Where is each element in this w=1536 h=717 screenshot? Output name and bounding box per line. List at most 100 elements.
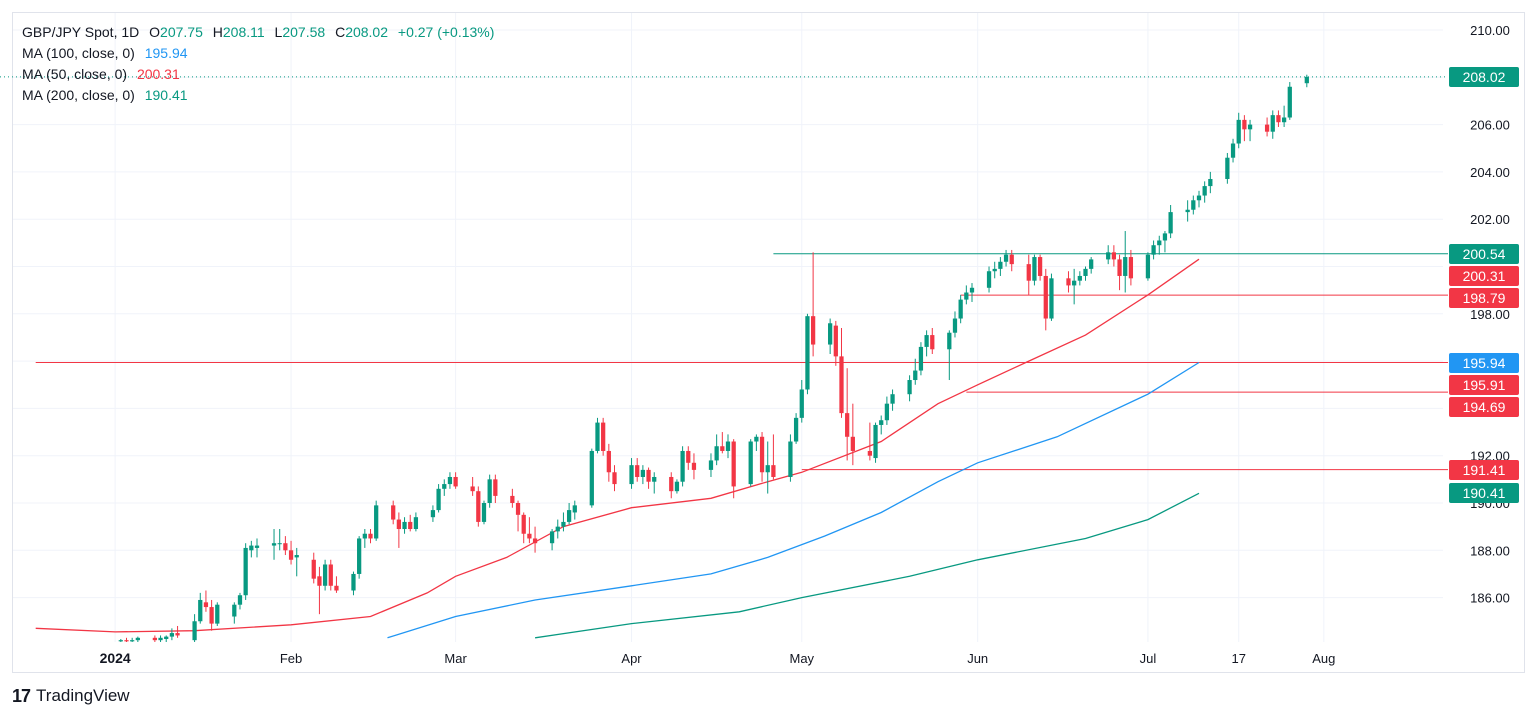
candle: [1157, 235, 1162, 255]
candle: [169, 628, 175, 641]
candle-body: [198, 599, 203, 622]
ma200-row[interactable]: MA (200, close, 0) 190.41: [22, 85, 494, 106]
candle-body: [1145, 254, 1151, 279]
candle-body: [447, 476, 453, 485]
candle-body: [1089, 259, 1094, 269]
candle: [203, 590, 209, 612]
candle: [549, 529, 555, 551]
candle: [374, 500, 379, 541]
candle: [986, 266, 992, 293]
candle-body: [237, 595, 243, 605]
candle: [532, 526, 538, 553]
y-tick-label: 198.00: [1470, 307, 1510, 322]
candle: [691, 453, 697, 480]
candle: [277, 529, 282, 551]
price-tag: 194.69: [1449, 397, 1519, 417]
candle-body: [748, 441, 753, 485]
candle-body: [164, 636, 169, 639]
candle-body: [867, 450, 872, 456]
candle-body: [271, 543, 277, 546]
ma50-value: 200.31: [136, 66, 180, 82]
ma-line: [387, 361, 1200, 639]
x-tick-label: Aug: [1312, 651, 1335, 666]
candle: [640, 465, 646, 485]
candle: [731, 439, 736, 499]
candle-body: [476, 491, 481, 522]
candle-body: [1083, 268, 1088, 276]
candle: [799, 380, 804, 423]
candle-body: [1202, 186, 1207, 196]
candle: [969, 283, 975, 302]
candle: [833, 320, 838, 366]
candle: [1117, 254, 1122, 291]
candle: [788, 434, 793, 482]
candle-body: [884, 403, 890, 421]
candle-body: [1043, 275, 1048, 319]
time-axis[interactable]: 2024 Feb Mar Apr May Jun Jul 17 Aug: [100, 650, 1336, 666]
candle-body: [606, 450, 611, 473]
grid: [13, 13, 1443, 642]
ma50-row[interactable]: MA (50, close, 0) 200.31: [22, 64, 494, 85]
candle-body: [879, 420, 884, 425]
candle: [635, 458, 640, 482]
candle: [515, 500, 521, 532]
candle: [930, 327, 935, 355]
candle: [1123, 231, 1128, 293]
candle-body: [175, 633, 180, 636]
x-tick-label: 2024: [100, 650, 131, 666]
ma100-label: MA (100, close, 0): [22, 45, 135, 61]
x-tick-label: Apr: [621, 651, 642, 666]
candle-body: [1264, 124, 1270, 132]
candle-body: [720, 446, 725, 451]
candle: [629, 458, 634, 489]
candle-body: [652, 476, 657, 482]
candle-body: [1032, 257, 1037, 281]
candle-body: [845, 413, 850, 437]
candle-body: [793, 417, 799, 442]
candle-body: [731, 441, 736, 487]
ohlc-row: GBP/JPY Spot, 1D O207.75 H208.11 L207.58…: [22, 22, 494, 43]
candle-body: [771, 465, 776, 477]
price-axis[interactable]: 186.00188.00190.00192.00198.00202.00204.…: [1470, 23, 1510, 606]
candle-body: [1077, 275, 1082, 281]
candle-body: [158, 637, 163, 641]
price-tag: 190.41: [1449, 483, 1519, 503]
high-value: 208.11: [222, 24, 265, 40]
candle-body: [311, 559, 316, 579]
tradingview-logo[interactable]: 17 TradingView: [12, 685, 130, 707]
candle: [765, 441, 770, 494]
candle: [124, 637, 129, 642]
candle: [850, 403, 855, 466]
x-tick-label: Mar: [444, 651, 467, 666]
candle-body: [430, 510, 436, 518]
candle: [243, 543, 248, 600]
candle: [1072, 268, 1077, 305]
candle: [555, 519, 560, 539]
candle-body: [799, 389, 804, 418]
candle-body: [322, 564, 328, 586]
candle: [1037, 254, 1043, 281]
symbol-label[interactable]: GBP/JPY Spot, 1D: [22, 24, 140, 40]
candle-body: [839, 356, 844, 414]
candle: [209, 599, 214, 631]
candle: [958, 294, 963, 324]
candle-body: [374, 505, 379, 539]
candle-body: [674, 481, 680, 492]
candle-body: [317, 576, 322, 586]
candle: [1043, 268, 1048, 331]
candle-body: [470, 486, 475, 492]
candle-body: [1185, 209, 1190, 213]
candle: [884, 396, 890, 425]
candle-body: [357, 538, 362, 574]
candle-body: [1106, 252, 1111, 260]
candle: [828, 318, 833, 355]
candle: [1049, 273, 1054, 321]
ma100-row[interactable]: MA (100, close, 0) 195.94: [22, 43, 494, 64]
candle-body: [805, 316, 810, 390]
candle-body: [243, 547, 248, 596]
candle: [470, 476, 475, 496]
candle-body: [328, 564, 333, 586]
candle-body: [1247, 124, 1253, 130]
candle: [771, 434, 776, 480]
